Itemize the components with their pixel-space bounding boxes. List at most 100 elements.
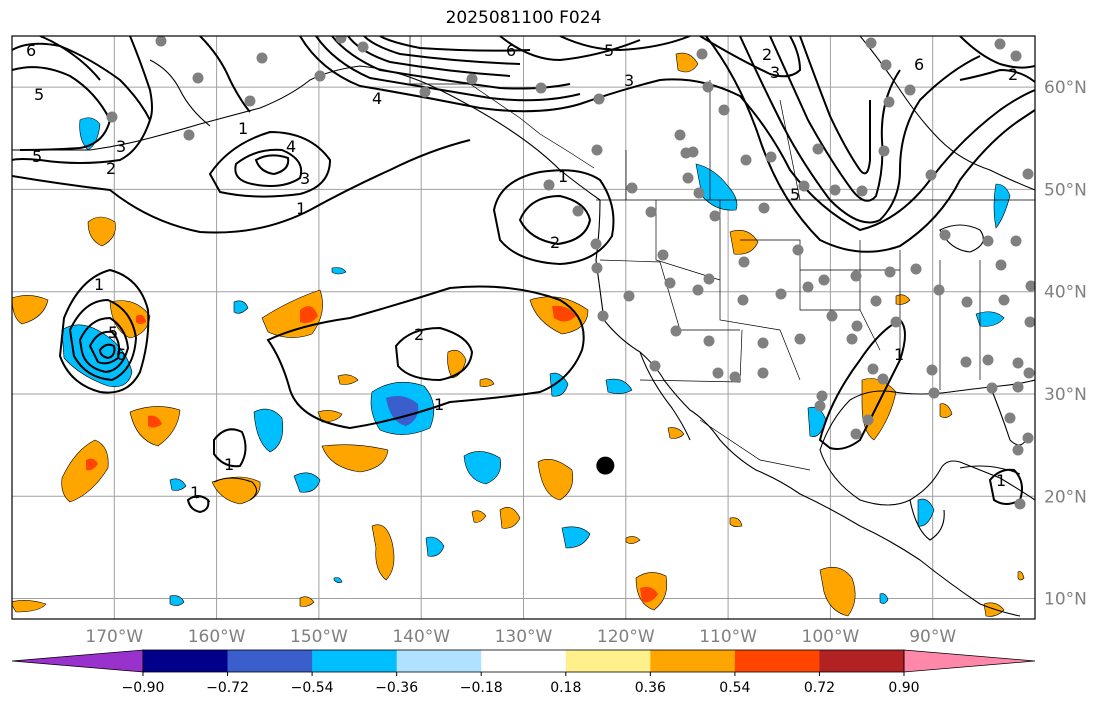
station-dot [1023,367,1035,379]
station-dot [718,104,730,116]
colorbar-extend-low [11,649,144,673]
map-title: 2025081100 F024 [445,8,602,28]
station-dot [543,179,555,191]
station-dot [850,428,862,440]
longitude-labels: 170°W 160°W 150°W 140°W 130°W 120°W 110°W 100°W… [85,627,956,647]
contour-label: 1 [894,345,904,364]
station-dot [928,387,940,399]
anomaly-negative [253,408,284,453]
station-dot [712,367,724,379]
station-dot [256,52,268,64]
station-dot [419,86,431,98]
station-dot [814,400,826,412]
station-dot [792,244,804,256]
contour-label: 1 [558,167,568,186]
anomaly-positive [499,507,521,529]
colorbar-tick-label: 0.90 [888,680,919,696]
station-dot [765,151,777,163]
station-dot [693,187,705,199]
station-dot [982,235,994,247]
station-dot [880,59,892,71]
lon-tick-label: 150°W [290,627,348,647]
station-dot [670,325,682,337]
colorbar-segment [312,650,398,672]
station-dot [703,273,715,285]
colorbar-tick-label: −0.54 [291,680,334,696]
station-dot [687,146,699,158]
station-dot [709,210,721,222]
station-dot [829,184,841,196]
station-dot [696,48,708,60]
station-dot [926,364,938,376]
anomaly-negative [917,498,935,527]
map-frame [11,35,1036,620]
anomaly-positive [895,294,911,305]
station-dot [939,229,951,241]
anomaly-negative [169,478,187,491]
station-dot [995,259,1007,271]
colorbar-tick-label: 0.72 [804,680,835,696]
station-dot [626,182,638,194]
station-dot [591,144,603,156]
station-dot [591,262,603,274]
station-dot [994,38,1006,50]
station-dot [244,95,256,107]
station-dot [183,129,195,141]
contour-label: 2 [106,159,116,178]
anomaly-negative [333,577,343,583]
anomaly-positive [667,427,685,439]
colorbar-tick-label: 0.18 [550,680,581,696]
anomaly-positive [939,403,953,418]
contour-label: 4 [286,137,296,156]
lon-tick-label: 100°W [802,627,860,647]
contour-label: 6 [914,55,924,74]
colorbar-segment [734,650,820,672]
anomaly-positive [321,444,389,473]
contour-label: 1 [224,455,234,474]
contour-label: 3 [624,71,634,90]
anomaly-positive [61,439,109,503]
contour-label: 5 [790,185,800,204]
anomaly-positive [371,524,395,581]
station-dot [192,72,204,84]
colorbar-extend-high [903,649,1036,673]
station-dot [664,277,676,289]
station-dot [657,249,669,261]
colorbar-segment [819,650,905,672]
lon-tick-label: 160°W [188,627,246,647]
colorbar-outline [142,649,905,673]
colorbar-segment [143,650,229,672]
station-dot [703,335,715,347]
contour-label: 3 [116,137,126,156]
station-dot [812,143,824,155]
station-dot [1022,432,1034,444]
station-dot [865,37,877,49]
anomaly-positive [12,295,49,325]
station-dot [738,256,750,268]
anomaly-negative [331,267,347,275]
colorbar-segment [565,650,651,672]
lon-tick-label: 90°W [909,627,956,647]
contour-label: 1 [94,275,104,294]
station-dot [729,371,741,383]
anomaly-negative [293,472,321,493]
contour-label: 6 [506,41,516,60]
station-dot [1010,50,1022,62]
contour-label: 1 [238,119,248,138]
station-dot [335,36,347,44]
station-dot [982,354,994,366]
station-dot [933,284,945,296]
anomaly-negative [993,183,1011,229]
station-dot [1004,412,1016,424]
station-dot [1024,316,1035,328]
station-dot [535,82,547,94]
station-dot [846,333,858,345]
colorbar-segment [227,650,313,672]
colorbar-segment [481,650,567,672]
location-marker [596,456,615,475]
contour-label: 2 [550,233,560,252]
contour-label: 5 [34,85,44,104]
contour-labels: 1 1 1 1 1 1 1 1 2 2 2 3 3 3 3 4 4 5 5 5 … [26,41,1018,502]
station-dot [851,320,863,332]
station-dot [1012,357,1024,369]
